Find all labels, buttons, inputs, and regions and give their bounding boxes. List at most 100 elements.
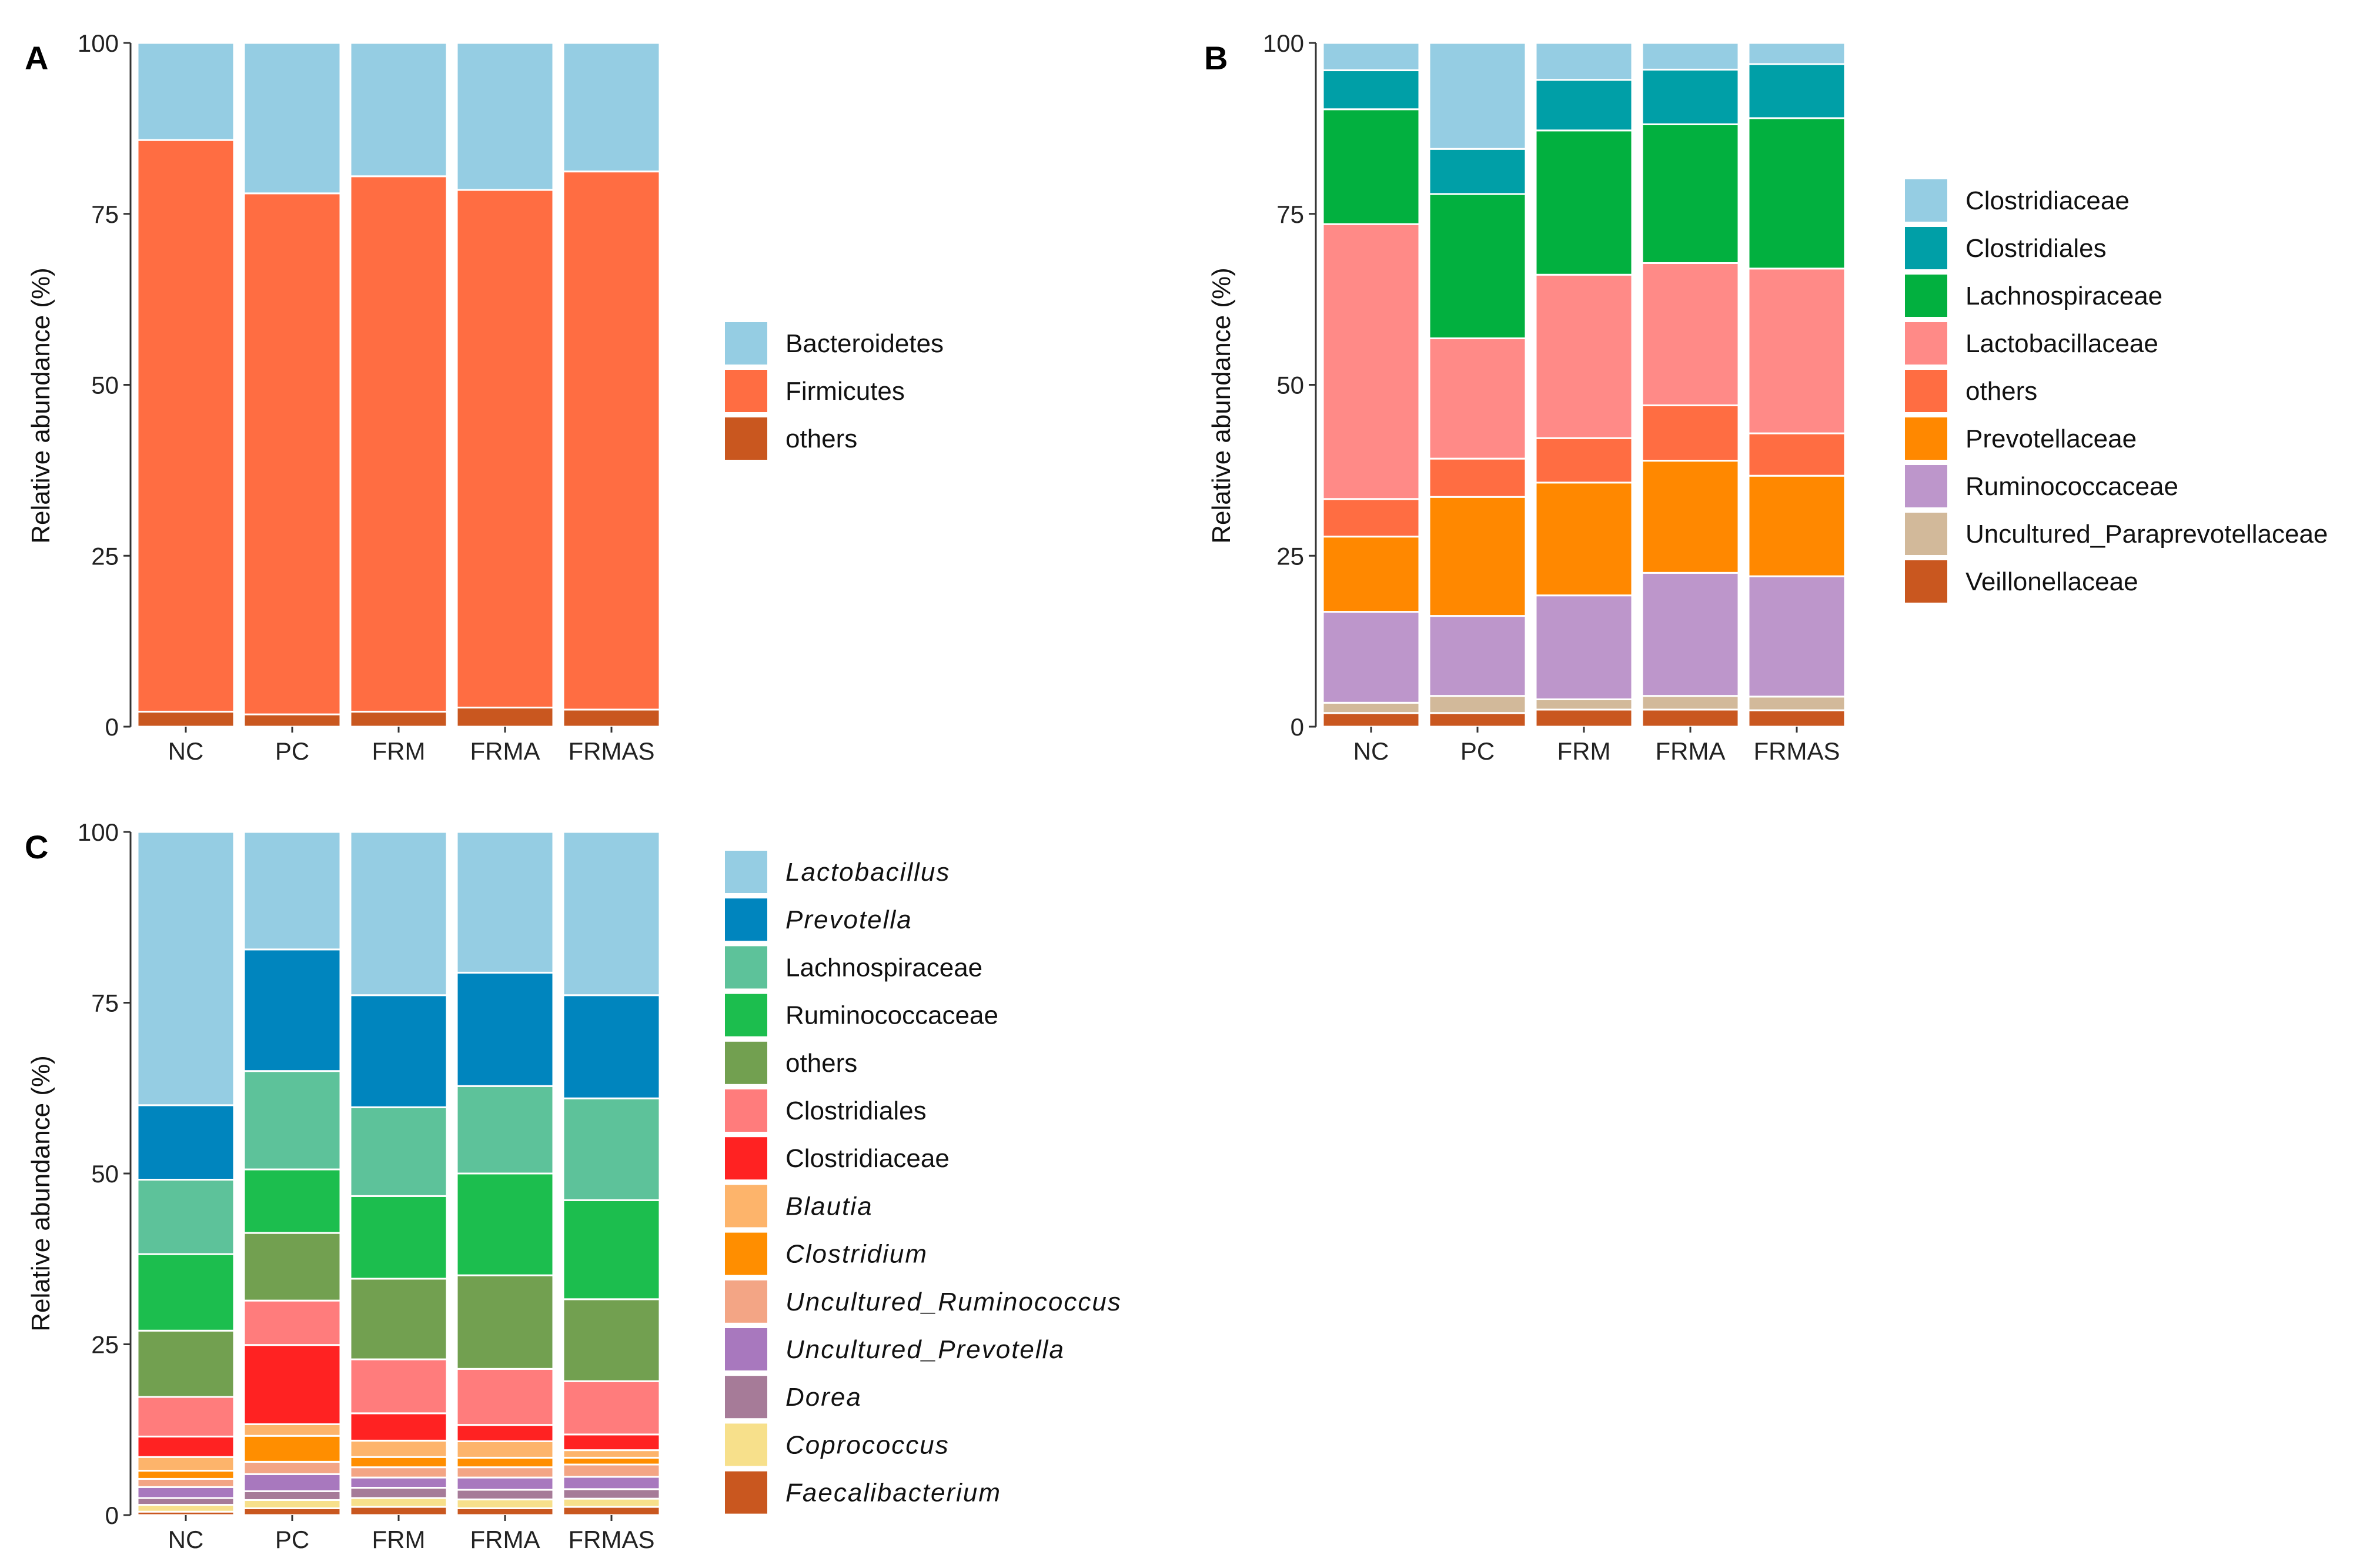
bar-segment-frm-faecalibacterium (349, 1506, 448, 1516)
bar-segment-frmas-lactobacillaceae (1747, 268, 1846, 434)
bar-segment-pc-uncultured-paraprevotellaceae (1428, 695, 1527, 714)
bar-segment-frma-lactobacillus (456, 831, 554, 974)
legend-swatch-ruminococcaceae (725, 994, 767, 1037)
bar-segment-frm-lactobacillus (349, 831, 448, 997)
legend-label-coprococcus: Coprococcus (785, 1430, 950, 1459)
bar-segment-nc-clostridium (136, 1469, 235, 1480)
bar-segment-nc-clostridiaceae (1322, 42, 1420, 72)
x-tick-label-nc: NC (168, 737, 204, 765)
legend-swatch-coprococcus (725, 1423, 767, 1466)
bar-segment-frm-lachnospiraceae (349, 1106, 448, 1197)
legend-swatch-others (725, 417, 767, 460)
bar-segment-nc-veillonellaceae (1322, 712, 1420, 728)
legend-label-others: others (785, 424, 857, 453)
bar-segment-frmas-firmicutes (562, 170, 661, 711)
legend-label-blautia: Blautia (785, 1192, 873, 1221)
bar-segment-nc-uncultured-paraprevotellaceae (1322, 701, 1420, 714)
bar-segment-frmas-lachnospiraceae (1747, 117, 1846, 270)
bar-segment-nc-ruminococcaceae (1322, 611, 1420, 704)
legend-label-prevotellaceae: Prevotellaceae (1965, 424, 2137, 453)
bar-segment-frmas-others (562, 708, 661, 728)
y-tick-label-0: 0 (105, 713, 119, 741)
bar-segment-frm-clostridiales (349, 1358, 448, 1415)
bar-segment-nc-clostridiales (136, 1396, 235, 1437)
bar-segment-nc-lachnospiraceae (1322, 108, 1420, 225)
legend-swatch-blautia (725, 1185, 767, 1228)
bar-segment-nc-blautia (136, 1456, 235, 1472)
legend-label-lachnospiraceae: Lachnospiraceae (1965, 282, 2162, 310)
legend-swatch-lactobacillus (725, 851, 767, 893)
legend-label-uncultured-prevotella: Uncultured_Prevotella (785, 1335, 1065, 1364)
bar-segment-frm-blautia (349, 1439, 448, 1458)
bar-segment-pc-uncultured-ruminococcus (243, 1460, 342, 1475)
legend-swatch-uncultured-ruminococcus (725, 1280, 767, 1323)
bar-segment-frm-lactobacillaceae (1535, 273, 1633, 439)
bar-segment-nc-dorea (136, 1497, 235, 1506)
legend-label-faecalibacterium: Faecalibacterium (785, 1479, 1001, 1507)
legend-label-others: others (1965, 377, 2037, 406)
bar-segment-pc-others (1428, 457, 1527, 498)
bar-segment-frm-firmicutes (349, 175, 448, 713)
y-tick-label-100: 100 (78, 29, 119, 57)
bar-segment-frmas-others (562, 1298, 661, 1382)
legend-swatch-uncultured-paraprevotellaceae (1905, 513, 1947, 555)
panel-a-axis: NC PC FRM FRMA FRMAS 0 25 50 75 100 (78, 29, 655, 765)
bar-segment-frm-veillonellaceae (1535, 708, 1633, 728)
legend-swatch-uncultured-prevotella (725, 1328, 767, 1370)
legend-swatch-lachnospiraceae (1905, 275, 1947, 317)
legend-label-veillonellaceae: Veillonellaceae (1965, 567, 2138, 596)
panel-a-ylabel: Relative abundance (%) (26, 268, 55, 544)
bar-segment-frmas-ruminococcaceae (1747, 575, 1846, 698)
bar-segment-frm-others (1535, 437, 1633, 484)
bar-segment-pc-others (243, 1232, 342, 1302)
bar-segment-frma-uncultured-paraprevotellaceae (1641, 695, 1740, 711)
bar-segment-frma-clostridiales (1641, 68, 1740, 125)
bar-segment-frm-prevotellaceae (1535, 482, 1633, 597)
bar-segment-frmas-lactobacillus (562, 831, 661, 997)
bar-segment-pc-lachnospiraceae (243, 1070, 342, 1171)
bar-segment-frm-others (349, 1278, 448, 1360)
panel-b-ylabel: Relative abundance (%) (1207, 268, 1236, 544)
y-tick-label-25: 25 (91, 542, 119, 570)
legend-label-firmicutes: Firmicutes (785, 377, 905, 406)
bar-segment-frmas-uncultured-prevotella (562, 1476, 661, 1490)
bar-segment-frmas-dorea (562, 1488, 661, 1500)
panel-a-chart: A Relative abundance (%) NC PC FRM FRMA FRMA… (25, 29, 944, 765)
bar-segment-nc-uncultured-ruminococcus (136, 1477, 235, 1488)
legend-label-lactobacillaceae: Lactobacillaceae (1965, 329, 2158, 358)
panel-a-label: A (25, 39, 48, 76)
bar-segment-frm-lachnospiraceae (1535, 129, 1633, 276)
bar-segment-nc-clostridiaceae (136, 1435, 235, 1458)
bar-segment-frma-lachnospiraceae (456, 1085, 554, 1175)
legend-swatch-clostridiales (725, 1089, 767, 1132)
panel-c-label: C (25, 828, 48, 865)
bar-segment-frma-lactobacillaceae (1641, 262, 1740, 406)
y-tick-label-50: 50 (91, 1160, 119, 1188)
bar-segment-frm-ruminococcaceae (1535, 594, 1633, 700)
bar-segment-frmas-blautia (562, 1449, 661, 1459)
panel-c-legend: Lactobacillus Prevotella Lachnospiraceae Ru… (725, 851, 1122, 1514)
bar-segment-frmas-others (1747, 432, 1846, 477)
panel-c-bars (136, 831, 661, 1516)
x-tick-label-frmas: FRMAS (569, 737, 655, 765)
panel-a-legend: Bacteroidetes Firmicutes others (725, 322, 944, 460)
bar-segment-pc-prevotellaceae (1428, 496, 1527, 617)
legend-label-clostridiaceae: Clostridiaceae (785, 1144, 950, 1173)
legend-label-uncultured-ruminococcus: Uncultured_Ruminococcus (785, 1288, 1122, 1316)
bar-segment-frma-dorea (456, 1489, 554, 1500)
legend-label-uncultured-paraprevotellaceae: Uncultured_Paraprevotellaceae (1965, 520, 2328, 549)
x-tick-label-frmas: FRMAS (569, 1526, 655, 1553)
y-tick-label-75: 75 (91, 200, 119, 228)
bar-segment-frma-firmicutes (456, 189, 554, 708)
bar-segment-nc-others (1322, 498, 1420, 538)
x-tick-label-pc: PC (275, 737, 309, 765)
panel-b-chart: B Relative abundance (%) NC PC FRM FRMA FRMA… (1204, 29, 2328, 765)
legend-label-clostridiaceae: Clostridiaceae (1965, 186, 2130, 215)
legend-label-ruminococcaceae: Ruminococcaceae (785, 1001, 998, 1030)
bar-segment-frmas-bacteroidetes (562, 42, 661, 173)
bar-segment-pc-blautia (243, 1423, 342, 1437)
panel-c-chart: C Relative abundance (%) NC PC FRM FRMA FRMA… (25, 818, 1122, 1553)
bar-segment-frma-blautia (456, 1440, 554, 1459)
legend-label-clostridium: Clostridium (785, 1240, 928, 1269)
x-tick-label-frma: FRMA (470, 1526, 540, 1553)
